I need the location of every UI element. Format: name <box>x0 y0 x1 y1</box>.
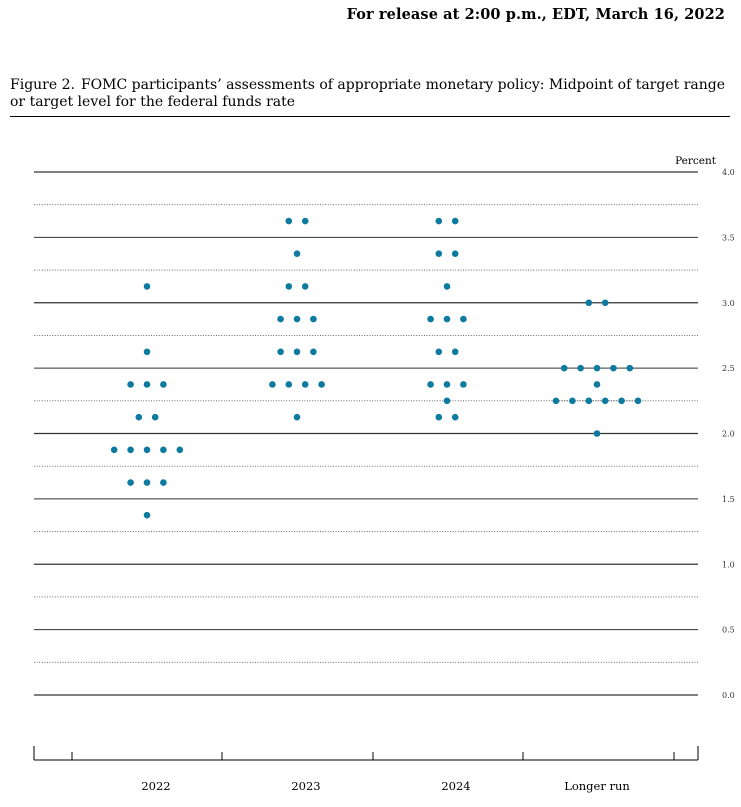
release-note: For release at 2:00 p.m., EDT, March 16,… <box>346 6 725 23</box>
participant-dot <box>560 364 568 372</box>
x-category-labels: 2022 2023 2024 Longer run <box>141 779 630 793</box>
participant-dot <box>127 381 134 388</box>
participant-dot <box>143 511 151 519</box>
figure-label: Figure 2. <box>10 77 75 93</box>
y-tick-label: 1.5 <box>722 495 735 504</box>
participant-dot <box>293 413 301 421</box>
participant-dot <box>435 413 443 421</box>
participant-dot <box>443 381 451 388</box>
x-category-label: 2023 <box>291 779 320 793</box>
participant-dot <box>427 315 434 323</box>
participant-dot <box>626 364 634 372</box>
participant-dot <box>293 315 301 323</box>
participant-dot <box>285 381 293 388</box>
participant-dot <box>451 250 459 258</box>
participant-dot <box>593 381 601 388</box>
participant-dot <box>552 397 560 405</box>
participant-dot <box>460 315 467 323</box>
participant-dot <box>269 381 276 388</box>
y-tick-label: 4.0 <box>722 168 735 177</box>
participant-dot <box>435 250 443 258</box>
participant-dot <box>301 381 309 388</box>
x-category-label: 2024 <box>441 779 470 793</box>
participant-dot <box>143 381 151 388</box>
participant-dot <box>601 397 609 405</box>
participant-dot <box>277 348 284 356</box>
participant-dot <box>601 299 609 307</box>
y-tick-label: 0.0 <box>722 691 735 700</box>
y-tick-label: 2.5 <box>722 364 735 373</box>
participant-dot <box>176 446 184 454</box>
participant-dot <box>443 283 451 290</box>
y-tick-label: 3.5 <box>722 233 735 242</box>
participant-dot <box>301 283 309 290</box>
y-tick-label: 0.5 <box>722 626 735 635</box>
participant-dot <box>293 348 301 356</box>
y-axis-unit-label: Percent <box>675 155 717 167</box>
x-axis <box>33 746 699 761</box>
x-category-label: Longer run <box>564 779 630 793</box>
participant-dot <box>293 250 301 258</box>
y-tick-label: 2.0 <box>722 430 735 439</box>
participant-dot <box>585 397 593 405</box>
participant-dot <box>577 364 584 372</box>
participant-dot <box>593 364 601 372</box>
participant-dot <box>127 479 134 486</box>
participant-dot <box>285 217 293 225</box>
participant-dot <box>151 413 159 421</box>
participant-dot <box>285 283 293 290</box>
participant-dot <box>277 315 284 323</box>
participant-dot <box>618 397 625 405</box>
participant-dot <box>143 446 151 454</box>
participant-dot <box>460 381 467 388</box>
participant-dot <box>451 217 459 225</box>
participant-dot <box>443 315 451 323</box>
dots-layer <box>110 217 642 519</box>
participant-dot <box>160 381 167 388</box>
y-tick-labels: 0.0 0.5 1.0 1.5 2.0 2.5 3.0 3.5 4.0 <box>722 168 735 700</box>
participant-dot <box>318 381 325 388</box>
participant-dot <box>310 315 317 323</box>
participant-dot <box>310 348 317 356</box>
figure-title-text: FOMC participants’ assessments of approp… <box>10 77 725 110</box>
participant-dot <box>585 299 593 307</box>
participant-dot <box>160 479 167 486</box>
participant-dot <box>427 381 434 388</box>
y-tick-label: 3.0 <box>722 299 735 308</box>
participant-dot <box>143 348 151 356</box>
participant-dot <box>110 446 118 454</box>
participant-dot <box>634 397 642 405</box>
participant-dot <box>451 413 459 421</box>
participant-dot <box>593 430 601 437</box>
participant-dot <box>135 413 143 421</box>
x-category-label: 2022 <box>141 779 170 793</box>
figure-title: Figure 2. FOMC participants’ assessments … <box>10 77 732 111</box>
participant-dot <box>143 479 151 486</box>
participant-dot <box>610 364 617 372</box>
participant-dot <box>143 283 151 290</box>
participant-dot <box>569 397 576 405</box>
participant-dot <box>443 397 451 405</box>
participant-dot <box>301 217 309 225</box>
participant-dot <box>451 348 459 356</box>
y-tick-label: 1.0 <box>722 560 735 569</box>
participant-dot <box>435 348 443 356</box>
title-rule <box>10 116 730 117</box>
participant-dot <box>160 446 167 454</box>
participant-dot <box>435 217 443 225</box>
participant-dot <box>127 446 134 454</box>
